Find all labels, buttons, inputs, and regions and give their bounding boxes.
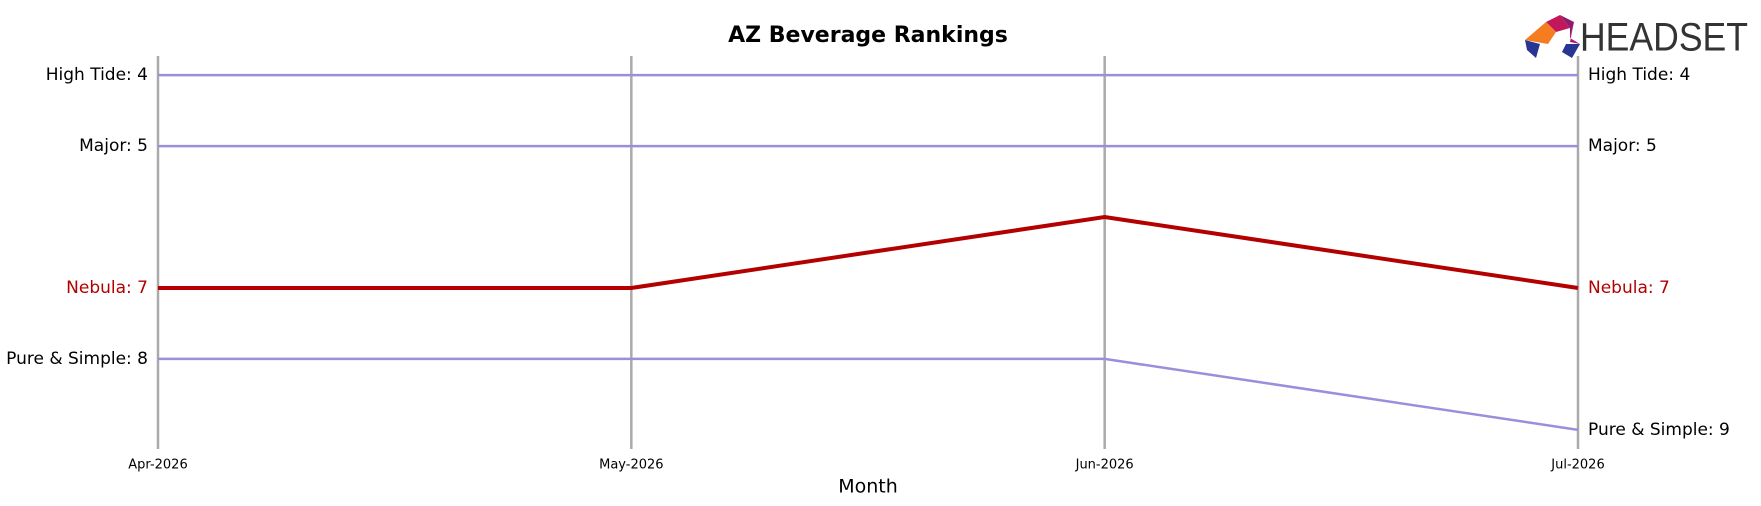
x-tick-label: Jul-2026 <box>1550 458 1604 473</box>
value-label: Pure & Simple: 9 <box>1588 420 1730 440</box>
chart-title: AZ Beverage Rankings <box>728 23 1008 48</box>
series-line <box>158 215 1579 290</box>
x-tick-label: Apr-2026 <box>128 458 187 473</box>
value-label: Major: 5 <box>79 136 148 156</box>
logo-icon <box>1546 15 1570 32</box>
series-line <box>158 357 1579 432</box>
value-label: Nebula: 7 <box>66 278 148 298</box>
value-label: Pure & Simple: 8 <box>6 349 148 369</box>
logo-icon <box>1560 15 1574 38</box>
logo-icon <box>1562 44 1580 58</box>
logo-icon <box>1525 40 1540 58</box>
x-tick-label: May-2026 <box>599 458 663 473</box>
logo: HEADSET <box>1525 15 1748 60</box>
x-axis-label: Month <box>838 476 898 498</box>
logo-icon <box>1570 22 1580 44</box>
value-label: Major: 5 <box>1588 136 1657 156</box>
logo-text: HEADSET <box>1580 16 1748 60</box>
value-label: High Tide: 4 <box>1588 65 1690 85</box>
logo-icon <box>1525 22 1556 44</box>
value-label: High Tide: 4 <box>46 65 148 85</box>
x-tick-label: Jun-2026 <box>1075 458 1134 473</box>
value-label: Nebula: 7 <box>1588 278 1670 298</box>
